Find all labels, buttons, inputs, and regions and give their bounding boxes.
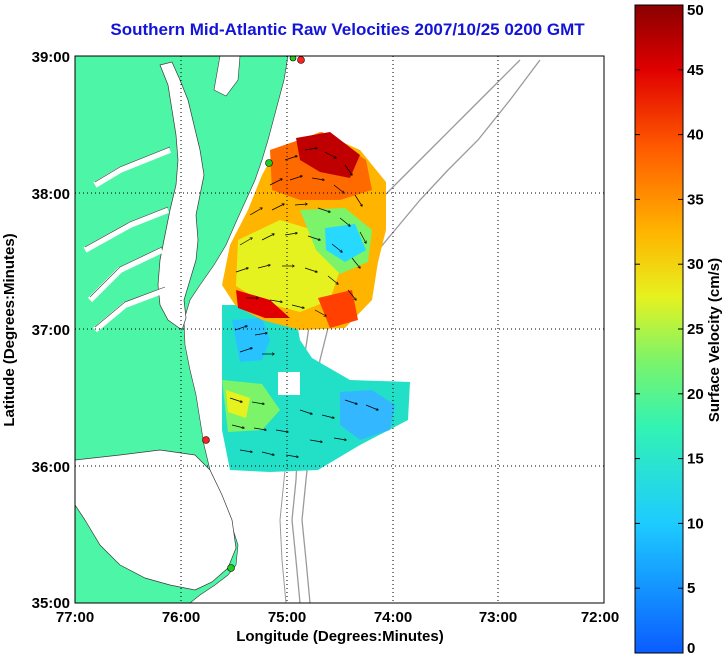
colorbar-label: Surface Velocity (cm/s) (706, 258, 723, 422)
x-tick-label: 76:00 (162, 609, 200, 626)
axes-frame (74, 55, 605, 604)
colorbar-tick-label: 50 (687, 2, 704, 19)
bay-tributaries (83, 147, 172, 333)
colorbar-tick-label: 25 (687, 321, 704, 338)
radar-station-marker (227, 564, 235, 572)
velocity-field (222, 132, 410, 472)
x-tick-label: 74:00 (374, 609, 412, 626)
y-tick-label: 39:00 (32, 49, 70, 66)
colorbar-tick-label: 10 (687, 515, 704, 532)
colorbar-tick-label: 40 (687, 127, 704, 144)
colorbar-tick-label: 15 (687, 451, 704, 468)
colorbar-tick-label: 0 (687, 640, 695, 657)
radar-station-marker (265, 159, 273, 167)
y-tick-label: 35:00 (32, 595, 70, 612)
y-tick-label: 37:00 (32, 322, 70, 339)
y-tick-label: 38:00 (32, 186, 70, 203)
velocity-vectors (229, 148, 378, 457)
x-axis-label: Longitude (Degrees:Minutes) (236, 628, 444, 645)
y-axis: 39:00 38:00 37:00 36:00 35:00 Latitude (… (1, 49, 70, 612)
radar-station-marker (289, 56, 297, 62)
colorbar-gradient (634, 4, 684, 654)
colorbar: 0 5 10 15 20 25 30 35 40 45 50 Surface Velocity (c… (634, 2, 723, 657)
colorbar-tick-label: 30 (687, 256, 704, 273)
colorbar-tick-label: 5 (687, 580, 695, 597)
colorbar-tick-label: 35 (687, 191, 704, 208)
radar-station-marker (297, 56, 305, 64)
x-tick-label: 72:00 (581, 609, 619, 626)
pamlico-sound (75, 449, 237, 591)
y-tick-label: 36:00 (32, 459, 70, 476)
x-tick-label: 77:00 (56, 609, 94, 626)
colorbar-tick-label: 45 (687, 62, 704, 79)
x-tick-label: 73:00 (479, 609, 517, 626)
x-tick-label: 75:00 (268, 609, 306, 626)
x-axis: 77:00 76:00 75:00 74:00 73:00 72:00 Long… (56, 609, 619, 645)
y-axis-label: Latitude (Degrees:Minutes) (1, 233, 18, 426)
radar-station-marker (202, 436, 210, 444)
colorbar-tick-label: 20 (687, 386, 704, 403)
plot-title: Southern Mid-Atlantic Raw Velocities 200… (110, 20, 585, 39)
grid-lines (75, 56, 604, 603)
